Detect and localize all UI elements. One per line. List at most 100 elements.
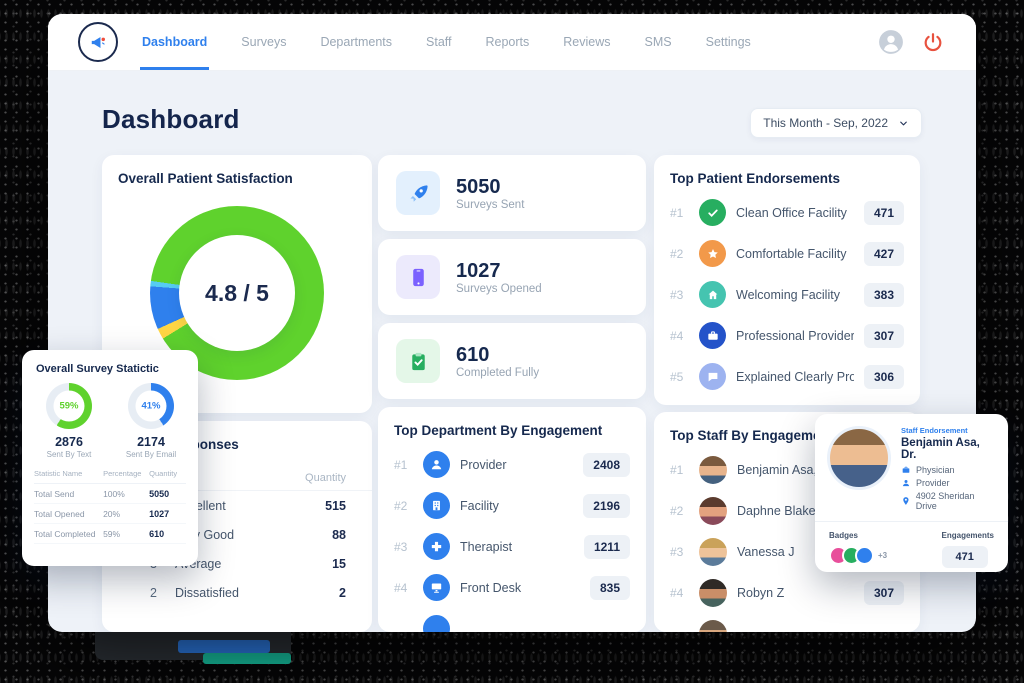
- star-icon: [699, 240, 726, 267]
- response-quantity: 2: [339, 585, 346, 600]
- endorsement-label: Explained Clearly Provider: [736, 369, 854, 384]
- badge-list: +3: [829, 546, 887, 565]
- facility-building-icon: [423, 492, 450, 519]
- provider-person-icon: [423, 451, 450, 478]
- stat-pct: 20%: [103, 508, 121, 519]
- percent-label: 59%: [59, 400, 79, 412]
- staff-endorsement-popup: Staff Endorsement Benjamin Asa, Dr. Phys…: [815, 414, 1008, 572]
- response-label: Dissatisfied: [175, 585, 239, 600]
- staff-avatar: [699, 455, 727, 484]
- nav-tab-sms[interactable]: SMS: [644, 35, 672, 49]
- nav-tab-settings[interactable]: Settings: [705, 35, 751, 49]
- engagement-value: 2408: [583, 452, 630, 477]
- badges-block: Badges +3: [829, 531, 887, 565]
- nav-actions: [878, 29, 946, 55]
- endorsement-row: #3 Welcoming Facility 383: [654, 274, 920, 315]
- department-label: Therapist: [460, 539, 513, 554]
- card-title: Top Patient Endorsements: [670, 171, 841, 186]
- clipped-avatar: [699, 619, 727, 632]
- response-quantity: 515: [325, 498, 346, 513]
- stat-label: Surveys Sent: [456, 198, 525, 211]
- engagement-value: 2196: [583, 493, 630, 518]
- detail-text: Provider: [916, 478, 950, 488]
- sent-by-text-block: 59% 2876 Sent By Text: [33, 383, 105, 459]
- nav-tab-staff[interactable]: Staff: [426, 35, 452, 49]
- endorsement-label: Professional Provider: [736, 328, 854, 343]
- clipboard-check-icon: [396, 339, 440, 383]
- rank-label: #1: [670, 205, 684, 220]
- power-icon: [924, 33, 942, 52]
- statistic-row: Total Completed 59% 610: [34, 524, 186, 544]
- staff-popup-footer: Badges +3 Engagements 471: [815, 524, 1008, 568]
- stat-value: 5050: [456, 175, 501, 198]
- badge-more-count: +3: [878, 551, 888, 560]
- staff-row: #4 Robyn Z 307: [654, 572, 920, 613]
- nav-tab-surveys[interactable]: Surveys: [241, 35, 287, 49]
- rating-value: 2: [150, 585, 157, 600]
- person-icon: [902, 480, 910, 487]
- endorsement-label: Comfortable Facility: [736, 246, 847, 261]
- staff-role: Physician: [901, 465, 996, 475]
- rank-label: #5: [670, 369, 684, 384]
- staff-name: Vanessa J: [737, 544, 795, 559]
- stat-value: 610: [456, 343, 490, 366]
- nav-tab-reviews[interactable]: Reviews: [563, 35, 611, 49]
- stat-text: 1027 Surveys Opened: [456, 260, 542, 295]
- statistic-row: Total Opened 20% 1027: [34, 504, 186, 524]
- rank-label: #2: [670, 246, 684, 261]
- endorsement-value: 307: [863, 323, 904, 348]
- app-logo[interactable]: [78, 22, 118, 62]
- badges-label: Badges: [829, 531, 858, 540]
- rank-label: #3: [394, 539, 408, 554]
- engagements-label: Engagements: [941, 531, 994, 540]
- staff-row: #1 Benjamin Asa, Dr.: [654, 449, 920, 490]
- rank-label: #3: [670, 544, 684, 559]
- period-value: This Month - Sep, 2022: [763, 116, 888, 130]
- surveys-sent-card: 5050 Surveys Sent: [378, 155, 646, 231]
- department-row: #3 Therapist 1211: [378, 526, 646, 567]
- stat-name: Total Send: [34, 488, 75, 499]
- response-quantity: 88: [332, 527, 346, 542]
- engagement-value: 307: [863, 580, 904, 605]
- statistic-table-header: Statistic Name Percentage Quantity: [34, 465, 186, 484]
- endorsement-label: Welcoming Facility: [736, 287, 840, 302]
- staff-avatar: [699, 537, 727, 566]
- card-title: Top Department By Engagement: [394, 423, 603, 438]
- stat-qty: 1027: [149, 508, 170, 519]
- endorsement-value: 383: [863, 282, 904, 307]
- period-dropdown[interactable]: This Month - Sep, 2022: [750, 108, 922, 138]
- nav-tab-reports[interactable]: Reports: [485, 35, 530, 49]
- stat-pct: 100%: [103, 488, 125, 499]
- department-row: #2 Facility 2196: [378, 485, 646, 526]
- user-avatar-button[interactable]: [878, 29, 904, 55]
- sent-by-email-block: 41% 2174 Sent By Email: [115, 383, 187, 459]
- rank-label: #3: [670, 287, 684, 302]
- staff-row: #2 Daphne Blake, Dr.: [654, 490, 920, 531]
- nav-tabs: Dashboard Surveys Departments Staff Repo…: [140, 14, 783, 70]
- staff-name: Benjamin Asa, Dr.: [737, 462, 837, 477]
- chat-icon: [699, 363, 726, 390]
- sent-by-email-value: 2174: [137, 435, 165, 449]
- nav-tab-departments[interactable]: Departments: [320, 35, 393, 49]
- badge-icon: [855, 546, 874, 565]
- front-desk-icon: [423, 574, 450, 601]
- stat-name: Total Completed: [34, 528, 96, 539]
- rank-label: #4: [670, 328, 684, 343]
- response-quantity: 15: [332, 556, 346, 571]
- staff-endorsement-tag: Staff Endorsement: [901, 426, 968, 435]
- therapist-medical-icon: [423, 533, 450, 560]
- briefcase-icon: [699, 322, 726, 349]
- stat-value: 1027: [456, 259, 501, 282]
- stat-qty: 5050: [149, 488, 170, 499]
- donut-center: 59%: [53, 390, 85, 422]
- sent-by-text-value: 2876: [55, 435, 83, 449]
- statistic-table: Statistic Name Percentage Quantity Total…: [22, 459, 198, 544]
- engagements-value: 471: [941, 546, 988, 568]
- department-label: Front Desk: [460, 580, 522, 595]
- responses-table-header: Quantity: [102, 472, 372, 491]
- stat-label: Surveys Opened: [456, 282, 542, 295]
- logout-power-button[interactable]: [920, 29, 946, 55]
- staff-row-clipped: [654, 613, 920, 632]
- nav-tab-dashboard[interactable]: Dashboard: [140, 14, 209, 70]
- top-nav: Dashboard Surveys Departments Staff Repo…: [48, 14, 976, 71]
